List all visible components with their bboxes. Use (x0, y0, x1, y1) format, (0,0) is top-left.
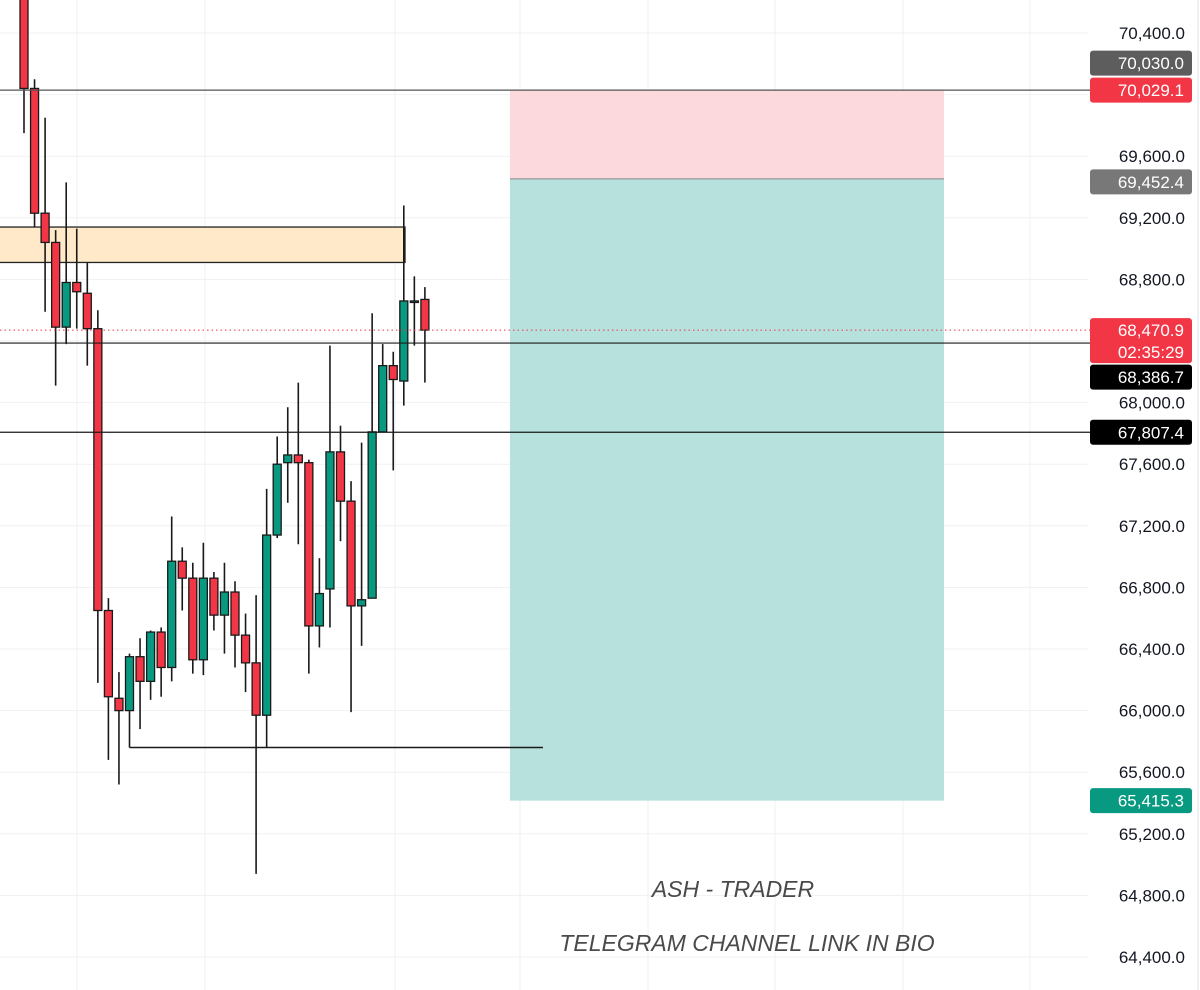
price-axis[interactable]: 70,400.0 69,600.0 69,200.0 68,800.0 68,000.0… (1119, 24, 1185, 967)
candles (19, 0, 430, 874)
bullish-candle (378, 364, 388, 433)
bullish-candle (261, 534, 272, 716)
price-tick-label: 67,200.0 (1119, 517, 1185, 536)
bearish-candle (230, 591, 240, 636)
watermark-subtitle: TELEGRAM CHANNEL LINK IN BIO (559, 930, 934, 956)
price-tick-label: 66,400.0 (1119, 640, 1185, 659)
stop-loss-zone (510, 90, 944, 179)
bearish-candle (251, 662, 261, 716)
bearish-candle (51, 241, 61, 328)
current-price-label: 68,470.9 (1118, 321, 1184, 340)
bearish-candle (209, 577, 219, 616)
black-line-tag-1: 68,386.7 (1090, 364, 1192, 390)
bearish-candle (388, 364, 398, 381)
price-tick-label: 64,800.0 (1119, 886, 1185, 905)
bullish-candle (219, 591, 230, 616)
price-tick-label: 64,400.0 (1119, 948, 1185, 967)
bearish-candle (82, 292, 92, 330)
bearish-candle (293, 454, 303, 464)
price-tick-label: 66,800.0 (1119, 578, 1185, 597)
line-label-2: 67,807.4 (1118, 423, 1184, 442)
bullish-candle (124, 656, 135, 712)
price-tick-label: 70,400.0 (1119, 24, 1185, 43)
watermark-title: ASH - TRADER (650, 876, 814, 902)
bearish-candle (188, 577, 198, 661)
price-tick-label: 66,000.0 (1119, 702, 1185, 721)
stop-tag-label: 70,030.0 (1118, 54, 1184, 73)
red-line-tag: 70,029.1 (1090, 77, 1192, 103)
price-tick-label: 68,000.0 (1119, 394, 1185, 413)
bearish-candle (346, 500, 356, 607)
bullish-candle (314, 592, 325, 627)
price-tick-label: 69,600.0 (1119, 147, 1185, 166)
bearish-candle (93, 328, 103, 612)
price-tick-label: 65,200.0 (1119, 825, 1185, 844)
stop-axis-tag: 70,030.0 (1090, 50, 1192, 76)
price-lines (0, 89, 1090, 749)
line-label-1: 68,386.7 (1118, 368, 1184, 387)
bullish-candle (409, 300, 420, 304)
bullish-candle (283, 454, 293, 464)
price-tick-label: 65,600.0 (1119, 763, 1185, 782)
entry-axis-tag: 69,452.4 (1090, 169, 1192, 195)
bullish-candle (272, 463, 282, 536)
bearish-candle (19, 0, 29, 90)
bullish-candle (399, 300, 409, 382)
entry-tag-label: 69,452.4 (1118, 173, 1184, 192)
bearish-candle (135, 656, 145, 682)
bullish-candle (198, 577, 209, 661)
bullish-candle (356, 599, 367, 607)
bearish-candle (420, 298, 430, 331)
price-tags: 70,030.0 70,029.1 69,452.4 68,470.9 02:3… (1090, 50, 1192, 814)
target-tag-label: 65,415.3 (1118, 792, 1184, 811)
price-tick-label: 68,800.0 (1119, 270, 1185, 289)
bullish-candle (325, 451, 335, 590)
bearish-candle (29, 87, 40, 214)
drawings (0, 90, 944, 801)
bearish-candle (156, 631, 166, 669)
bearish-candle (335, 451, 346, 502)
bullish-candle (61, 281, 71, 328)
current-price-tag: 68,470.9 02:35:29 (1090, 318, 1192, 364)
red-line-label: 70,029.1 (1118, 81, 1184, 100)
bearish-candle (103, 609, 114, 698)
supply-zone (0, 226, 406, 264)
bullish-candle (167, 560, 177, 669)
take-profit-zone (510, 178, 944, 801)
target-axis-tag: 65,415.3 (1090, 788, 1192, 814)
price-tick-label: 67,600.0 (1119, 455, 1185, 474)
bearish-candle (177, 560, 187, 579)
bearish-candle (40, 212, 50, 244)
bearish-candle (72, 281, 82, 293)
bullish-candle (367, 431, 377, 599)
price-tick-label: 69,200.0 (1119, 209, 1185, 228)
bearish-candle (114, 697, 124, 712)
bullish-candle (145, 631, 156, 682)
bar-countdown: 02:35:29 (1118, 343, 1184, 362)
black-line-tag-2: 67,807.4 (1090, 419, 1192, 445)
bearish-candle (304, 462, 314, 627)
bearish-candle (240, 634, 251, 664)
